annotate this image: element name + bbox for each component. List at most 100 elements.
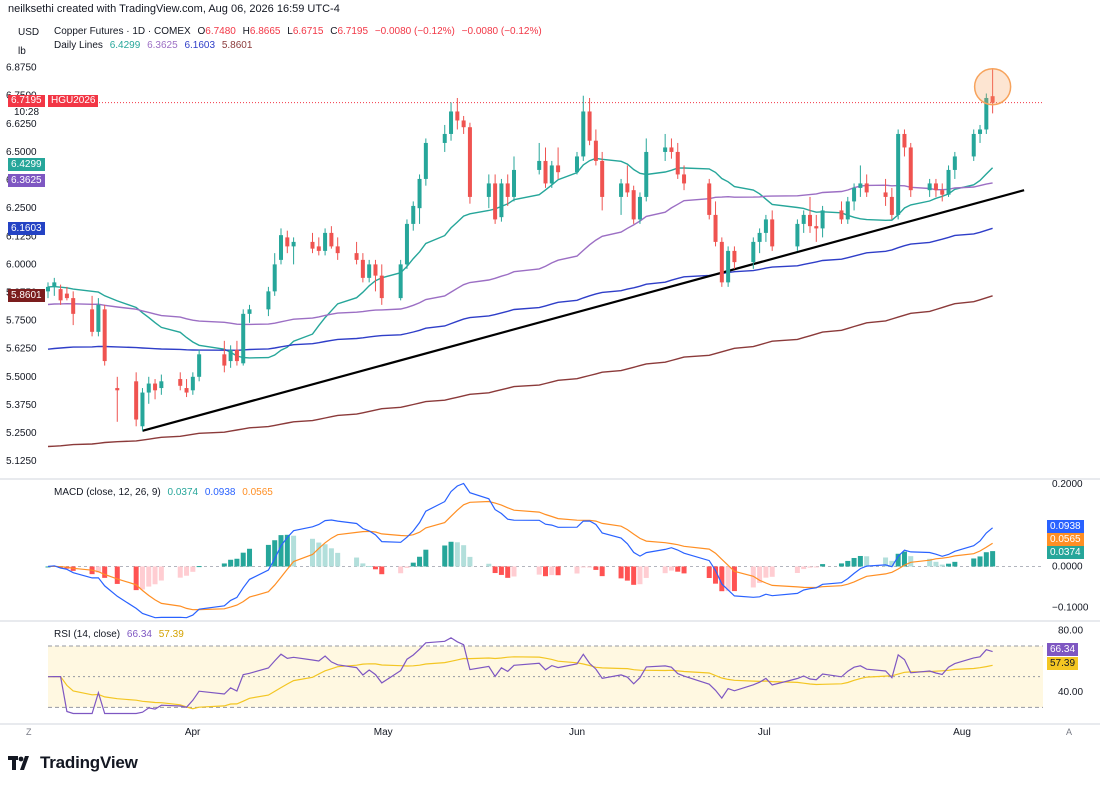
price-chart-svg[interactable]: 6.87506.75006.62506.50006.37506.25006.12… bbox=[0, 0, 1100, 750]
candle bbox=[814, 214, 819, 242]
candle bbox=[266, 286, 271, 317]
candle bbox=[556, 147, 561, 179]
macd-histogram-bar bbox=[769, 566, 775, 577]
candle bbox=[505, 174, 510, 206]
macd-histogram-bar bbox=[763, 566, 769, 578]
ma20-legend-value: 6.4299 bbox=[109, 40, 141, 51]
rsi-legend-ma: 57.39 bbox=[158, 629, 184, 640]
macd-histogram-bar bbox=[675, 566, 681, 572]
candle bbox=[58, 284, 63, 305]
candle bbox=[927, 178, 932, 197]
candle bbox=[820, 205, 825, 238]
candle bbox=[291, 237, 296, 265]
rsi-tick-label: 80.00 bbox=[1058, 626, 1083, 637]
candle bbox=[984, 93, 989, 134]
macd-histogram-bar bbox=[857, 555, 863, 567]
candle bbox=[247, 304, 252, 323]
macd-histogram-bar bbox=[801, 566, 807, 570]
macd-histogram-bar bbox=[794, 566, 800, 573]
macd-histogram-bar bbox=[574, 566, 580, 574]
macd-signal-line bbox=[47, 500, 993, 611]
quantity-unit: lb bbox=[18, 46, 26, 57]
macd-histogram-bar bbox=[354, 557, 360, 567]
candle bbox=[757, 228, 762, 254]
price-tick-label: 5.5000 bbox=[6, 372, 37, 383]
macd-histogram-bar bbox=[807, 566, 813, 568]
tradingview-logo-icon bbox=[8, 756, 29, 770]
candle bbox=[279, 228, 284, 265]
ohlc-close: C6.7195 bbox=[330, 26, 369, 37]
candle bbox=[902, 129, 907, 157]
macd-histogram-bar bbox=[631, 566, 637, 585]
candle bbox=[770, 210, 775, 251]
time-axis-label: May bbox=[374, 727, 393, 738]
candle bbox=[946, 165, 951, 197]
candle bbox=[726, 246, 731, 287]
ohlc-open: O6.7480 bbox=[197, 26, 236, 37]
macd-histogram-bar bbox=[335, 552, 341, 567]
candle bbox=[663, 133, 668, 161]
macd-histogram-bar bbox=[725, 566, 731, 592]
macd-price-label: 0.0938 bbox=[1047, 520, 1084, 533]
candle bbox=[64, 286, 69, 301]
symbol-name: Copper Futures · 1D · COMEX bbox=[54, 26, 191, 37]
support-trendline[interactable] bbox=[142, 189, 1025, 432]
macd-tick-label: 0.2000 bbox=[1052, 479, 1083, 490]
macd-histogram-bar bbox=[946, 563, 952, 567]
auto-scale-icon[interactable]: A bbox=[1066, 727, 1072, 737]
candle bbox=[159, 374, 164, 395]
candle bbox=[852, 183, 857, 211]
macd-histogram-bar bbox=[593, 566, 599, 570]
macd-histogram-bar bbox=[706, 566, 712, 579]
candle bbox=[323, 228, 328, 256]
price-tick-label: 5.6250 bbox=[6, 344, 37, 355]
price-tick-label: 6.1250 bbox=[6, 231, 37, 242]
macd-legend-signal: 0.0565 bbox=[242, 487, 273, 498]
candle bbox=[839, 201, 844, 224]
candle bbox=[543, 147, 548, 188]
candle bbox=[329, 226, 334, 249]
candle bbox=[952, 151, 957, 179]
macd-histogram-bar bbox=[146, 566, 152, 587]
last-price-label: 6.7195 bbox=[8, 95, 45, 107]
macd-histogram-bar bbox=[681, 566, 687, 574]
candle bbox=[669, 138, 674, 159]
candle bbox=[417, 174, 422, 224]
macd-histogram-bar bbox=[498, 566, 504, 575]
macd-histogram-bar bbox=[971, 558, 977, 567]
candle bbox=[46, 282, 50, 299]
candle bbox=[719, 237, 724, 287]
macd-histogram-bar bbox=[272, 540, 278, 567]
macd-histogram-bar bbox=[536, 566, 542, 575]
macd-histogram-bar bbox=[851, 557, 857, 567]
macd-histogram-bar bbox=[889, 560, 895, 567]
time-axis-label: Jul bbox=[758, 727, 771, 738]
macd-histogram-bar bbox=[423, 549, 429, 567]
time-axis-label: Aug bbox=[953, 727, 971, 738]
macd-histogram-bar bbox=[618, 566, 624, 579]
candle bbox=[682, 165, 687, 191]
macd-histogram-bar bbox=[486, 563, 492, 567]
zoom-icon[interactable]: Z bbox=[26, 727, 32, 737]
candle bbox=[499, 178, 504, 222]
ma50-price-label: 6.3625 bbox=[8, 174, 45, 187]
macd-histogram-bar bbox=[454, 542, 460, 567]
macd-histogram-bar bbox=[908, 556, 914, 567]
ma50-legend-value: 6.3625 bbox=[147, 40, 178, 51]
candle bbox=[858, 165, 863, 197]
macd-histogram-bar bbox=[895, 553, 901, 567]
macd-histogram-bar bbox=[713, 566, 719, 584]
ma200-price-label: 5.8601 bbox=[8, 289, 45, 302]
time-axis-label: Apr bbox=[185, 727, 201, 738]
macd-histogram-bar bbox=[309, 538, 315, 567]
macd-histogram-bar bbox=[587, 566, 593, 568]
rsi-legend-value: 66.34 bbox=[126, 629, 152, 640]
macd-histogram-bar bbox=[177, 566, 183, 578]
candle bbox=[52, 277, 57, 296]
ma100-price-label: 6.1603 bbox=[8, 222, 45, 235]
candle bbox=[512, 156, 517, 202]
candle bbox=[272, 253, 277, 296]
candle bbox=[115, 376, 120, 422]
macd-legend: MACD (close, 12, 26, 9) 0.0374 0.0938 0.… bbox=[54, 487, 277, 498]
candle bbox=[153, 379, 158, 400]
